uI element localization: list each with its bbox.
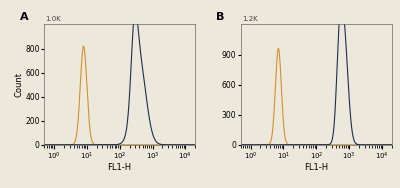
Text: 1.0K: 1.0K xyxy=(46,16,61,22)
Y-axis label: Count: Count xyxy=(15,72,24,97)
Text: B: B xyxy=(216,12,225,22)
Text: A: A xyxy=(20,12,28,22)
Text: 1.2K: 1.2K xyxy=(242,16,258,22)
X-axis label: FL1-H: FL1-H xyxy=(304,163,328,172)
X-axis label: FL1-H: FL1-H xyxy=(108,163,132,172)
